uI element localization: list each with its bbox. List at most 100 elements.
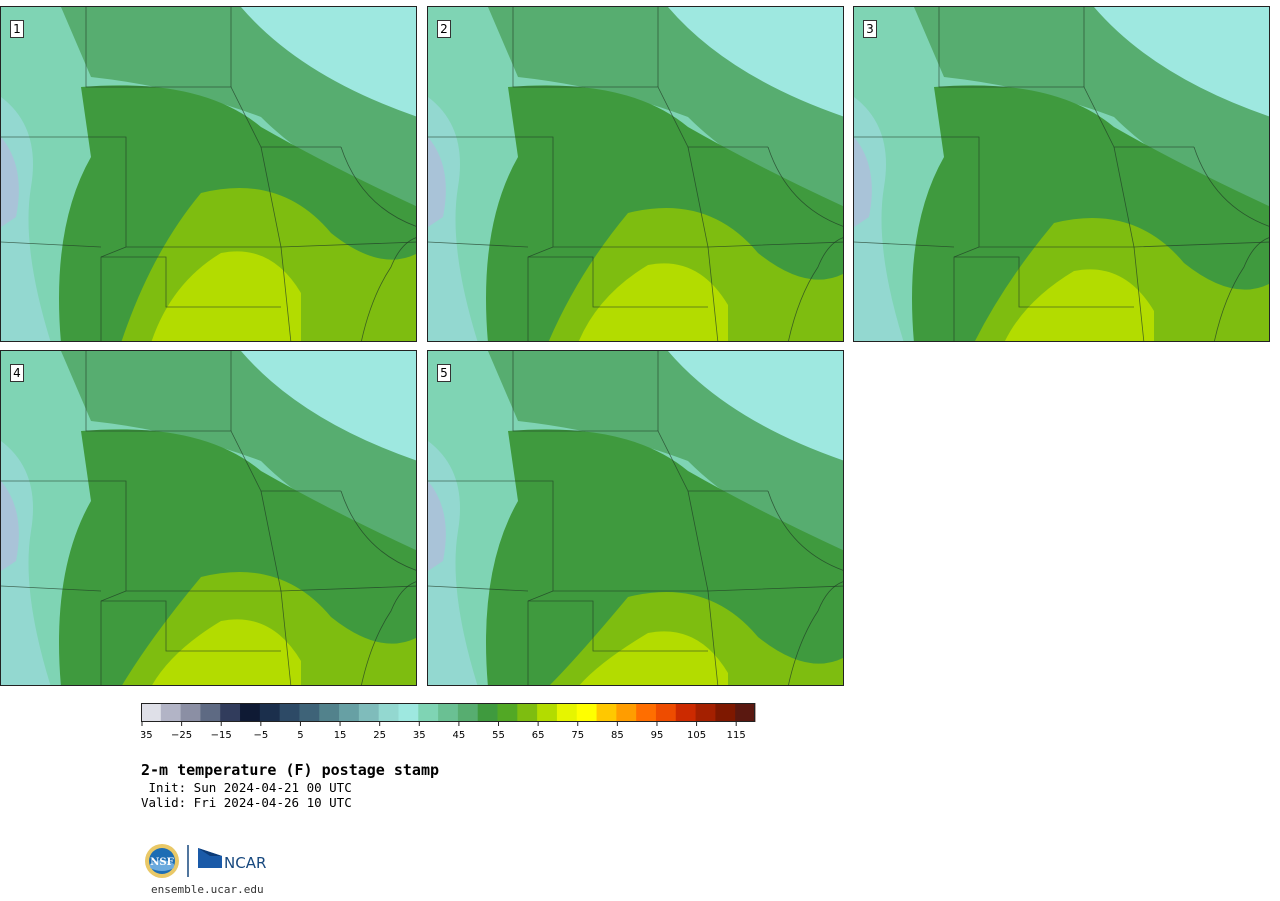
panel-number: 5 (437, 364, 451, 382)
highland-region (428, 481, 446, 571)
colorbar-swatch (517, 703, 538, 722)
colorbar-swatch (141, 703, 162, 722)
colorbar-swatch (695, 703, 716, 722)
state-boundary (767, 146, 843, 227)
temperature-map (428, 7, 843, 341)
colorbar-tick-label: −5 (253, 730, 268, 741)
nsf-logo: NSF (145, 844, 179, 878)
state-boundary (1214, 237, 1269, 341)
cool-region (231, 351, 416, 471)
colorbar-swatch (319, 703, 340, 722)
colorbar-tick-label: −15 (211, 730, 232, 741)
colorbar-swatch (358, 703, 380, 722)
cool-region (231, 7, 416, 127)
colorbar-swatch (259, 703, 281, 722)
stamp-panel-3: 3 (853, 6, 1270, 342)
colorbar-swatch (279, 703, 300, 722)
colorbar-swatch (418, 703, 439, 722)
mountain-region (1, 97, 51, 341)
colorbar-swatch (715, 703, 736, 722)
colorbar-swatch (576, 703, 597, 722)
panel-number: 3 (863, 20, 877, 38)
state-boundary (687, 146, 719, 341)
colorbar-swatch (299, 703, 320, 722)
ncar-text: NCAR (224, 854, 266, 872)
colorbar-tick-label: 25 (373, 730, 386, 741)
colorbar-swatch (596, 703, 617, 722)
colorbar-swatch (556, 703, 578, 722)
state-boundary (528, 600, 708, 652)
temperature-map (854, 7, 1269, 341)
panel-number: 2 (437, 20, 451, 38)
state-boundary (767, 490, 843, 571)
cool-region (658, 351, 843, 471)
colorbar-tick-label: 55 (492, 730, 505, 741)
warmest-region (152, 619, 301, 685)
site-url: ensemble.ucar.edu (151, 883, 264, 896)
colorbar-swatch (636, 703, 657, 722)
state-boundary (1, 585, 102, 592)
state-boundary (854, 241, 955, 248)
state-boundary (260, 146, 292, 341)
colorbar-swatch (735, 703, 756, 722)
mountain-region (854, 97, 904, 341)
warmest-region (1005, 269, 1154, 341)
colorbar-swatch (438, 703, 459, 722)
colorbar-tick-label: 115 (727, 730, 746, 741)
highland-region (1, 137, 19, 227)
colorbar-tick-label: 95 (651, 730, 664, 741)
nsf-ncar-logo: NSF NCAR (145, 844, 266, 878)
state-boundary (687, 490, 719, 685)
mild-region (914, 7, 1269, 207)
colorbar-swatch (398, 703, 419, 722)
temperature-map (428, 351, 843, 685)
colorbar-tick-label: −25 (171, 730, 192, 741)
state-boundary (954, 256, 1134, 308)
colorbar-swatch (160, 703, 182, 722)
mild-region (488, 7, 843, 207)
colorbar-frame (141, 703, 755, 722)
panel-number: 4 (10, 364, 24, 382)
colorbar-tick-label: 15 (334, 730, 347, 741)
state-boundary (101, 600, 281, 652)
plot-title: 2-m temperature (F) postage stamp (141, 761, 440, 779)
stamp-panel-1: 1 (0, 6, 417, 342)
colorbar-swatch (537, 703, 558, 722)
warmest-region (578, 263, 728, 341)
state-boundary (788, 581, 843, 685)
ncar-logo: NCAR (198, 848, 266, 872)
state-boundary (260, 490, 292, 685)
state-boundary (1113, 146, 1145, 341)
warmest-region (151, 251, 301, 341)
mild-region (61, 351, 416, 551)
colorbar-tick-label: −35 (141, 730, 153, 741)
init-time: Init: Sun 2024-04-21 00 UTC (141, 780, 352, 795)
stamp-panel-5: 5 (427, 350, 844, 686)
colorbar-swatch (616, 703, 637, 722)
mountain-region (1, 441, 51, 685)
colorbar-tick-label: 45 (453, 730, 466, 741)
state-boundary (1, 241, 102, 248)
nsf-text: NSF (150, 857, 173, 868)
colorbar-swatch (655, 703, 677, 722)
colorbar-tick-label: 105 (687, 730, 706, 741)
colorbar-swatch (220, 703, 241, 722)
colorbar-tick-label: 65 (532, 730, 545, 741)
colorbar-swatch (457, 703, 479, 722)
stamp-panel-4: 4 (0, 350, 417, 686)
colorbar-swatch (378, 703, 399, 722)
state-boundary (788, 237, 843, 341)
colorbar-swatch (497, 703, 518, 722)
stamp-panel-2: 2 (427, 6, 844, 342)
mild-region (61, 7, 416, 207)
colorbar-tick-label: 85 (611, 730, 624, 741)
state-boundary (1193, 146, 1269, 227)
state-boundary (428, 241, 529, 248)
temperature-map (1, 351, 416, 685)
valid-time: Valid: Fri 2024-04-26 10 UTC (141, 795, 352, 810)
cool-region (658, 7, 843, 127)
plains-region (486, 429, 843, 685)
highland-region (854, 137, 872, 227)
mountain-region (428, 97, 478, 341)
colorbar-swatch (180, 703, 201, 722)
